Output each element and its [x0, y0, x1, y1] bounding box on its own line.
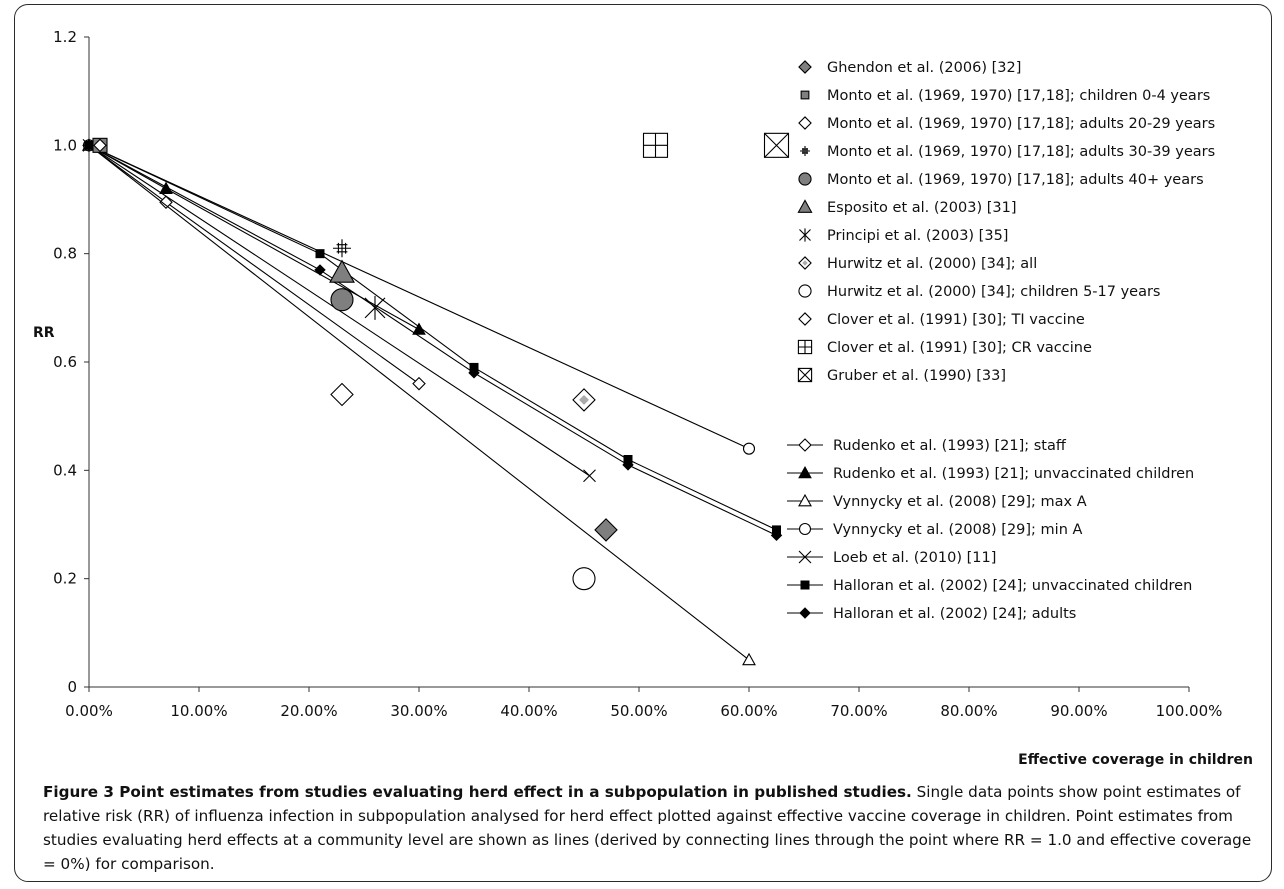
series-line-0 — [88, 144, 420, 385]
legend-series-label: Loeb et al. (2010) [11] — [833, 550, 996, 566]
x-tick-label: 40.00% — [500, 702, 557, 720]
y-tick-label: 1.0 — [53, 136, 77, 154]
study-point-4 — [330, 288, 354, 312]
x-axis-title: Effective coverage in children — [1018, 752, 1253, 768]
series-3-point — [742, 442, 756, 455]
x-tick-label: 70.00% — [830, 702, 887, 720]
legend-label: Ghendon et al. (2006) [32] — [827, 60, 1021, 76]
x-tick-label: 60.00% — [720, 702, 777, 720]
series-5-point — [315, 249, 325, 259]
legend-series-marker-6 — [799, 607, 811, 619]
legend-marker-3 — [800, 146, 810, 156]
legend-label: Hurwitz et al. (2000) [34]; children 5-1… — [827, 284, 1161, 300]
x-tick-label: 20.00% — [280, 702, 337, 720]
y-tick-label: 0.4 — [53, 461, 77, 479]
x-tick-label: 30.00% — [390, 702, 447, 720]
legend-series-marker-0 — [798, 438, 812, 452]
series-4-point — [583, 469, 596, 483]
x-tick-label: 0.00% — [65, 702, 113, 720]
y-tick-label: 0.2 — [53, 570, 77, 588]
legend-label: Esposito et al. (2003) [31] — [827, 200, 1016, 216]
legend-marker-10-cross — [798, 340, 812, 354]
legend-label: Monto et al. (1969, 1970) [17,18]; child… — [827, 88, 1210, 104]
x-tick-label: 100.00% — [1156, 702, 1223, 720]
legend-series-label: Halloran et al. (2002) [24]; unvaccinate… — [833, 578, 1192, 594]
legend-marker-8 — [798, 284, 812, 298]
legend-marker-9 — [798, 312, 812, 326]
legend-marker-2 — [798, 116, 812, 130]
series-6-point — [314, 264, 326, 276]
study-point-8 — [572, 567, 596, 591]
series-0-point — [159, 195, 173, 209]
series-6-point — [468, 367, 480, 379]
legend-marker-11-cross — [798, 368, 812, 382]
legend-series-label: Rudenko et al. (1993) [21]; staff — [833, 438, 1067, 454]
legend-label: Monto et al. (1969, 1970) [17,18]; adult… — [827, 116, 1215, 132]
legend-series-label: Halloran et al. (2002) [24]; adults — [833, 606, 1076, 622]
legend-series-marker-5 — [800, 580, 810, 590]
study-point-0 — [594, 518, 618, 542]
study-point-9 — [93, 138, 107, 153]
legend-label: Monto et al. (1969, 1970) [17,18]; adult… — [827, 144, 1215, 160]
series-line-3 — [88, 144, 750, 450]
legend-series-marker-2 — [798, 493, 812, 507]
study-point-7-inner — [579, 394, 589, 405]
x-tick-label: 90.00% — [1050, 702, 1107, 720]
legend-label: Hurwitz et al. (2000) [34]; all — [827, 256, 1037, 272]
legend-label: Clover et al. (1991) [30]; TI vaccine — [827, 312, 1085, 328]
series-2-point — [742, 652, 756, 666]
y-tick-label: 1.2 — [53, 28, 77, 46]
legend-series-marker-1 — [798, 465, 812, 479]
y-tick-label: 0.6 — [53, 353, 77, 371]
figure-panel: 0 0.2 0.4 0.6 0.8 1.0 1.2 0.00% 10.00% 20.00% 30.0… — [14, 4, 1272, 882]
legend-marker-0 — [798, 60, 812, 74]
legend-series-marker-4 — [798, 550, 812, 564]
legend-label: Principi et al. (2003) [35] — [827, 228, 1008, 244]
legend-marker-5 — [797, 199, 813, 213]
caption-body: Single data points show point estimates … — [43, 783, 1252, 873]
x-tick-label: 50.00% — [610, 702, 667, 720]
series-0-point — [412, 376, 426, 391]
study-point-6 — [364, 295, 386, 320]
x-tick-label: 10.00% — [170, 702, 227, 720]
legend-series-label: Rudenko et al. (1993) [21]; unvaccinated… — [833, 466, 1194, 482]
study-point-2 — [330, 382, 354, 407]
legend-marker-7-inner — [802, 260, 808, 266]
legend-marker-4 — [798, 172, 812, 186]
series-6-point — [770, 529, 783, 542]
chart-svg: 0 0.2 0.4 0.6 0.8 1.0 1.2 0.00% 10.00% 20.00% 30.0… — [33, 28, 1253, 768]
series-line-2 — [88, 144, 750, 661]
y-tick-label: 0 — [67, 678, 77, 696]
y-tick-label: 0.8 — [53, 245, 77, 263]
legend-series-marker-3 — [798, 522, 812, 536]
series-6-point — [622, 459, 634, 471]
caption-title: Figure 3 Point estimates from studies ev… — [43, 783, 912, 801]
legend-marker-6 — [799, 228, 811, 242]
legend-label: Monto et al. (1969, 1970) [17,18]; adult… — [827, 172, 1204, 188]
legend-label: Gruber et al. (1990) [33] — [827, 368, 1006, 384]
study-point-11-cross — [764, 132, 789, 158]
study-point-10-cross — [643, 133, 668, 158]
x-tick-label: 80.00% — [940, 702, 997, 720]
series-6-point — [83, 139, 95, 152]
figure-caption: Figure 3 Point estimates from studies ev… — [43, 780, 1263, 876]
legend-series-label: Vynnycky et al. (2008) [29]; min A — [833, 522, 1082, 538]
legend-label: Clover et al. (1991) [30]; CR vaccine — [827, 340, 1092, 356]
legend-marker-1 — [800, 90, 810, 100]
study-point-5 — [329, 259, 355, 283]
study-point-3 — [333, 239, 351, 258]
y-axis-title: RR — [33, 325, 55, 341]
legend-series-label: Vynnycky et al. (2008) [29]; max A — [833, 494, 1087, 510]
